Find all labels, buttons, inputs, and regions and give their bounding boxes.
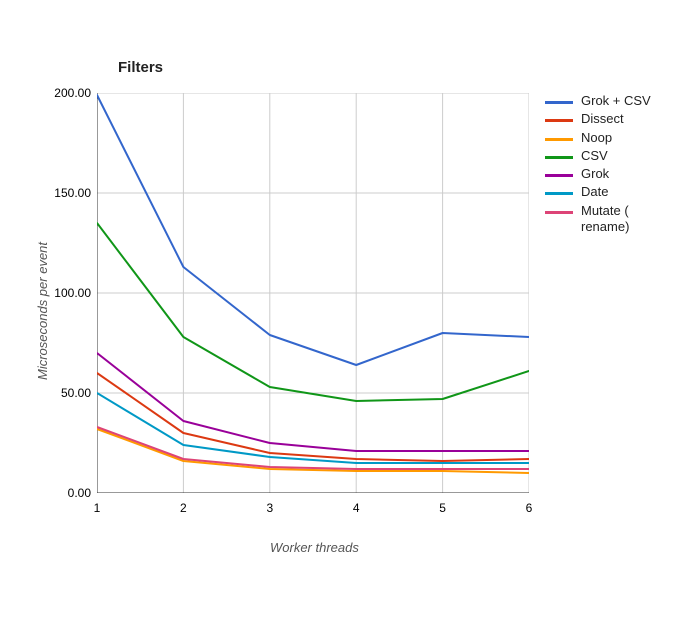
legend-item: Grok + CSV <box>545 93 668 109</box>
x-tick-label: 4 <box>346 501 366 515</box>
legend-label: CSV <box>581 148 608 164</box>
x-tick-label: 6 <box>519 501 539 515</box>
y-axis-label: Microseconds per event <box>35 242 50 380</box>
legend-item: Dissect <box>545 111 668 127</box>
chart-title: Filters <box>118 59 163 76</box>
legend-swatch <box>545 211 573 214</box>
legend-swatch <box>545 101 573 104</box>
y-tick-label: 100.00 <box>41 286 91 300</box>
legend-swatch <box>545 174 573 177</box>
x-tick-label: 1 <box>87 501 107 515</box>
legend-item: Grok <box>545 166 668 182</box>
legend-item: Mutate ( rename) <box>545 203 668 236</box>
y-tick-label: 50.00 <box>41 386 91 400</box>
legend-label: Noop <box>581 130 612 146</box>
legend: Grok + CSV Dissect Noop CSV Grok Date Mutate (… <box>545 93 668 237</box>
x-tick-label: 2 <box>173 501 193 515</box>
legend-swatch <box>545 192 573 195</box>
legend-item: CSV <box>545 148 668 164</box>
y-tick-label: 200.00 <box>41 86 91 100</box>
y-tick-label: 0.00 <box>41 486 91 500</box>
x-tick-label: 5 <box>433 501 453 515</box>
legend-swatch <box>545 138 573 141</box>
legend-label: Dissect <box>581 111 624 127</box>
legend-label: Date <box>581 184 608 200</box>
x-axis-label: Worker threads <box>270 540 359 555</box>
legend-swatch <box>545 119 573 122</box>
line-chart: Filters Microseconds per event Worker th… <box>0 0 678 623</box>
legend-label: Grok <box>581 166 609 182</box>
legend-label: Mutate ( rename) <box>581 203 668 236</box>
legend-item: Date <box>545 184 668 200</box>
legend-label: Grok + CSV <box>581 93 651 109</box>
plot-area <box>97 93 529 493</box>
x-tick-label: 3 <box>260 501 280 515</box>
y-tick-label: 150.00 <box>41 186 91 200</box>
legend-item: Noop <box>545 130 668 146</box>
legend-swatch <box>545 156 573 159</box>
